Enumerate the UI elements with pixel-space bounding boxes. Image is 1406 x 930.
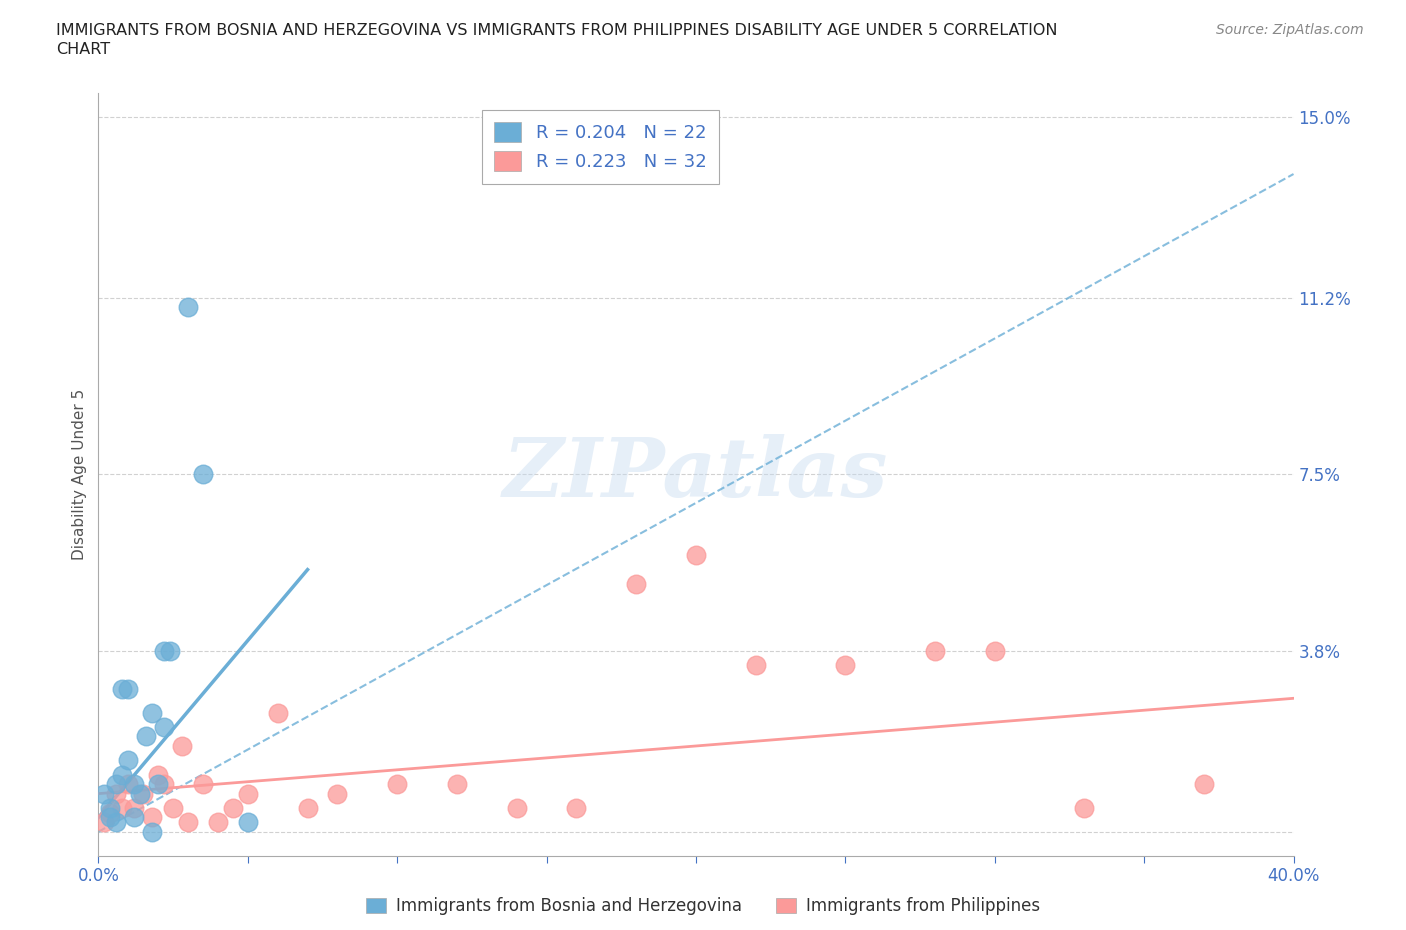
Point (745, 658, 768, 672)
Point (236, 786, 259, 801)
Legend: R = 0.204   N = 22, R = 0.223   N = 32: R = 0.204 N = 22, R = 0.223 N = 32 (482, 110, 718, 184)
Point (685, 548, 707, 563)
Point (626, 577, 648, 591)
Point (177, 815, 200, 830)
Point (1192, 777, 1215, 791)
Point (117, 682, 139, 697)
Point (105, 815, 128, 830)
Point (132, 786, 155, 801)
Point (172, 738, 194, 753)
Point (93, 815, 115, 830)
Point (297, 801, 319, 816)
Point (1073, 801, 1095, 816)
Text: CHART: CHART (56, 42, 110, 57)
Point (98, 805, 122, 820)
Point (111, 682, 134, 697)
Point (924, 644, 946, 658)
Point (207, 815, 229, 830)
Point (124, 777, 146, 791)
Point (267, 705, 290, 720)
Point (98, 810, 122, 825)
Point (141, 824, 163, 839)
Point (148, 777, 170, 791)
Point (111, 801, 134, 816)
Point (124, 801, 146, 816)
Point (222, 801, 245, 816)
Point (105, 786, 128, 801)
Point (153, 644, 176, 658)
Point (98, 801, 122, 816)
Point (124, 810, 146, 825)
Point (834, 658, 856, 672)
Point (105, 777, 128, 791)
Point (153, 720, 176, 735)
Point (93, 786, 115, 801)
Point (326, 786, 349, 801)
Point (191, 467, 214, 482)
Point (148, 767, 170, 782)
Point (565, 801, 588, 816)
Text: Source: ZipAtlas.com: Source: ZipAtlas.com (1216, 23, 1364, 37)
Point (236, 815, 259, 830)
Point (984, 644, 1007, 658)
Point (446, 777, 468, 791)
Point (385, 777, 409, 791)
Point (141, 705, 163, 720)
Point (191, 777, 214, 791)
Point (129, 786, 152, 801)
Point (177, 300, 200, 315)
Point (111, 767, 134, 782)
Text: IMMIGRANTS FROM BOSNIA AND HERZEGOVINA VS IMMIGRANTS FROM PHILIPPINES DISABILITY: IMMIGRANTS FROM BOSNIA AND HERZEGOVINA V… (56, 23, 1057, 38)
Point (117, 777, 139, 791)
Legend: Immigrants from Bosnia and Herzegovina, Immigrants from Philippines: Immigrants from Bosnia and Herzegovina, … (360, 890, 1046, 922)
Point (135, 729, 157, 744)
Point (153, 777, 176, 791)
Point (141, 810, 163, 825)
Point (162, 801, 184, 816)
Point (117, 753, 139, 768)
Y-axis label: Disability Age Under 5: Disability Age Under 5 (72, 389, 87, 560)
Point (506, 801, 529, 816)
Text: ZIPatlas: ZIPatlas (503, 434, 889, 514)
Point (159, 644, 181, 658)
